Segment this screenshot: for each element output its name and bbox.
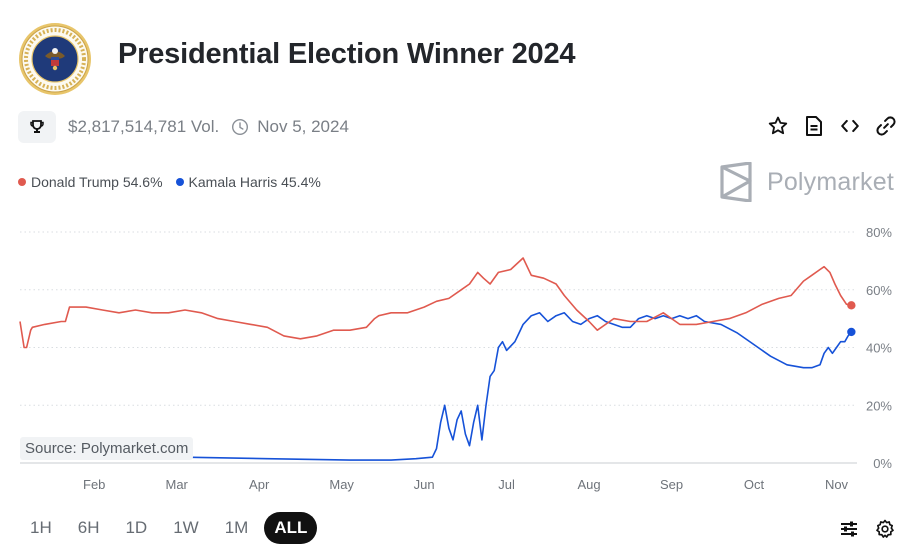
polymarket-logo: Polymarket <box>719 162 894 202</box>
range-all[interactable]: ALL <box>264 512 318 544</box>
x-tick-label: Mar <box>166 477 189 492</box>
trophy-badge[interactable] <box>18 111 56 143</box>
legend-trump-label: Donald Trump 54.6% <box>31 174 163 190</box>
polymarket-wordmark: Polymarket <box>766 167 894 196</box>
time-range-selector: 1H 6H 1D 1W 1M ALL <box>20 512 323 544</box>
series-line-kamala-harris[interactable] <box>20 312 853 461</box>
y-tick-label: 60% <box>866 283 892 298</box>
market-meta: $2,817,514,781 Vol. Nov 5, 2024 <box>18 111 349 143</box>
range-1w[interactable]: 1W <box>173 518 199 537</box>
document-icon <box>806 116 822 136</box>
x-tick-label: Nov <box>825 477 849 492</box>
range-6h[interactable]: 6H <box>77 518 100 537</box>
copy-link-button[interactable] <box>874 113 898 139</box>
chart-controls <box>838 518 896 540</box>
x-tick-label: Aug <box>578 477 601 492</box>
series-endpoint-donald-trump[interactable] <box>847 301 856 310</box>
legend-harris-label: Kamala Harris 45.4% <box>188 174 321 190</box>
sliders-icon <box>841 521 857 537</box>
y-tick-label: 80% <box>866 225 892 240</box>
y-tick-label: 20% <box>866 398 892 413</box>
chart-settings-button[interactable] <box>874 518 896 540</box>
link-icon <box>876 116 896 136</box>
legend-harris: Kamala Harris 45.4% <box>175 174 321 190</box>
gear-icon <box>876 519 894 538</box>
price-history-chart[interactable]: 80% 60% 40% 20% 0% Feb Mar Apr May Jun Jul Aug Sep O… <box>0 215 920 497</box>
code-icon <box>841 119 859 133</box>
range-1d[interactable]: 1D <box>125 518 148 537</box>
legend-dot-trump <box>18 178 26 186</box>
x-tick-label: Apr <box>249 477 270 492</box>
chart-series <box>19 257 856 461</box>
legend-trump: Donald Trump 54.6% <box>18 174 163 190</box>
chart-legend: Donald Trump 54.6% Kamala Harris 45.4% <box>18 174 334 190</box>
action-bar <box>766 113 898 139</box>
x-axis-labels: Feb Mar Apr May Jun Jul Aug Sep Oct Nov <box>83 477 849 492</box>
x-tick-label: Feb <box>83 477 105 492</box>
polymarket-mark-icon <box>720 162 752 202</box>
clock-icon <box>232 118 249 136</box>
x-tick-label: Oct <box>744 477 765 492</box>
end-date-text: Nov 5, 2024 <box>257 117 349 136</box>
y-tick-label: 40% <box>866 341 892 356</box>
x-tick-label: Jul <box>498 477 515 492</box>
chart-filters-button[interactable] <box>838 518 860 540</box>
presidential-seal-icon <box>19 23 91 95</box>
y-axis-labels: 80% 60% 40% 20% 0% <box>866 225 892 471</box>
trophy-icon <box>30 120 44 133</box>
rules-button[interactable] <box>802 113 826 139</box>
embed-button[interactable] <box>838 113 862 139</box>
legend-dot-harris <box>175 178 184 186</box>
x-tick-label: Jun <box>414 477 435 492</box>
page-title: Presidential Election Winner 2024 <box>118 38 576 70</box>
x-tick-label: Sep <box>660 477 683 492</box>
range-1m[interactable]: 1M <box>224 518 249 537</box>
x-tick-label: May <box>329 477 354 492</box>
source-caption: Source: Polymarket.com <box>20 437 194 460</box>
series-line-donald-trump[interactable] <box>19 257 852 349</box>
chart-grid <box>20 231 857 464</box>
volume-text: $2,817,514,781 Vol. <box>68 117 220 136</box>
bookmark-button[interactable] <box>766 113 790 139</box>
range-1h[interactable]: 1H <box>30 518 52 537</box>
y-tick-label: 0% <box>873 456 892 471</box>
star-icon <box>768 116 788 135</box>
series-endpoint-kamala-harris[interactable] <box>847 327 856 337</box>
